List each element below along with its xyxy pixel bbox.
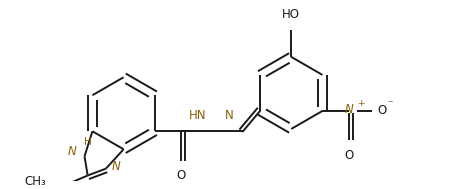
Text: ⁻: ⁻ [386,99,391,109]
Text: HO: HO [281,8,299,21]
Text: N: N [344,103,353,115]
Text: N: N [224,109,233,122]
Text: N: N [68,145,77,158]
Text: O: O [377,105,386,117]
Text: O: O [344,149,353,162]
Text: CH₃: CH₃ [24,175,46,188]
Text: N: N [111,160,120,173]
Text: H: H [83,137,91,147]
Text: O: O [176,169,185,182]
Text: HN: HN [189,109,206,122]
Text: +: + [357,99,364,108]
